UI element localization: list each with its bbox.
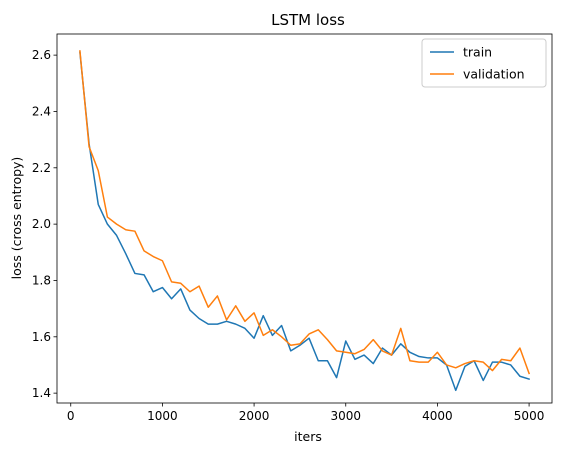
y-tick-label: 2.4	[32, 104, 51, 118]
x-tick-label: 5000	[514, 409, 545, 423]
x-axis-label: iters	[294, 429, 322, 444]
x-tick-label: 3000	[330, 409, 361, 423]
legend-box	[421, 38, 547, 88]
x-tick-label: 4000	[422, 409, 453, 423]
y-axis-label: loss (cross entropy)	[9, 157, 24, 280]
y-tick-label: 2.2	[32, 161, 51, 175]
legend-label-validation: validation	[463, 67, 525, 82]
chart-title: LSTM loss	[271, 11, 345, 29]
y-tick-label: 2.0	[32, 217, 51, 231]
legend-label-train: train	[463, 45, 492, 60]
y-tick-label: 1.6	[32, 330, 51, 344]
plot-frame	[56, 33, 553, 404]
series-line-train	[79, 51, 531, 392]
y-tick-label: 1.4	[32, 386, 51, 400]
x-tick-label: 1000	[147, 409, 178, 423]
x-tick-label: 0	[67, 409, 75, 423]
x-tick-label: 2000	[239, 409, 270, 423]
y-tick-label: 1.8	[32, 273, 51, 287]
series-line-validation	[79, 50, 531, 375]
y-tick-label: 2.6	[32, 48, 51, 62]
